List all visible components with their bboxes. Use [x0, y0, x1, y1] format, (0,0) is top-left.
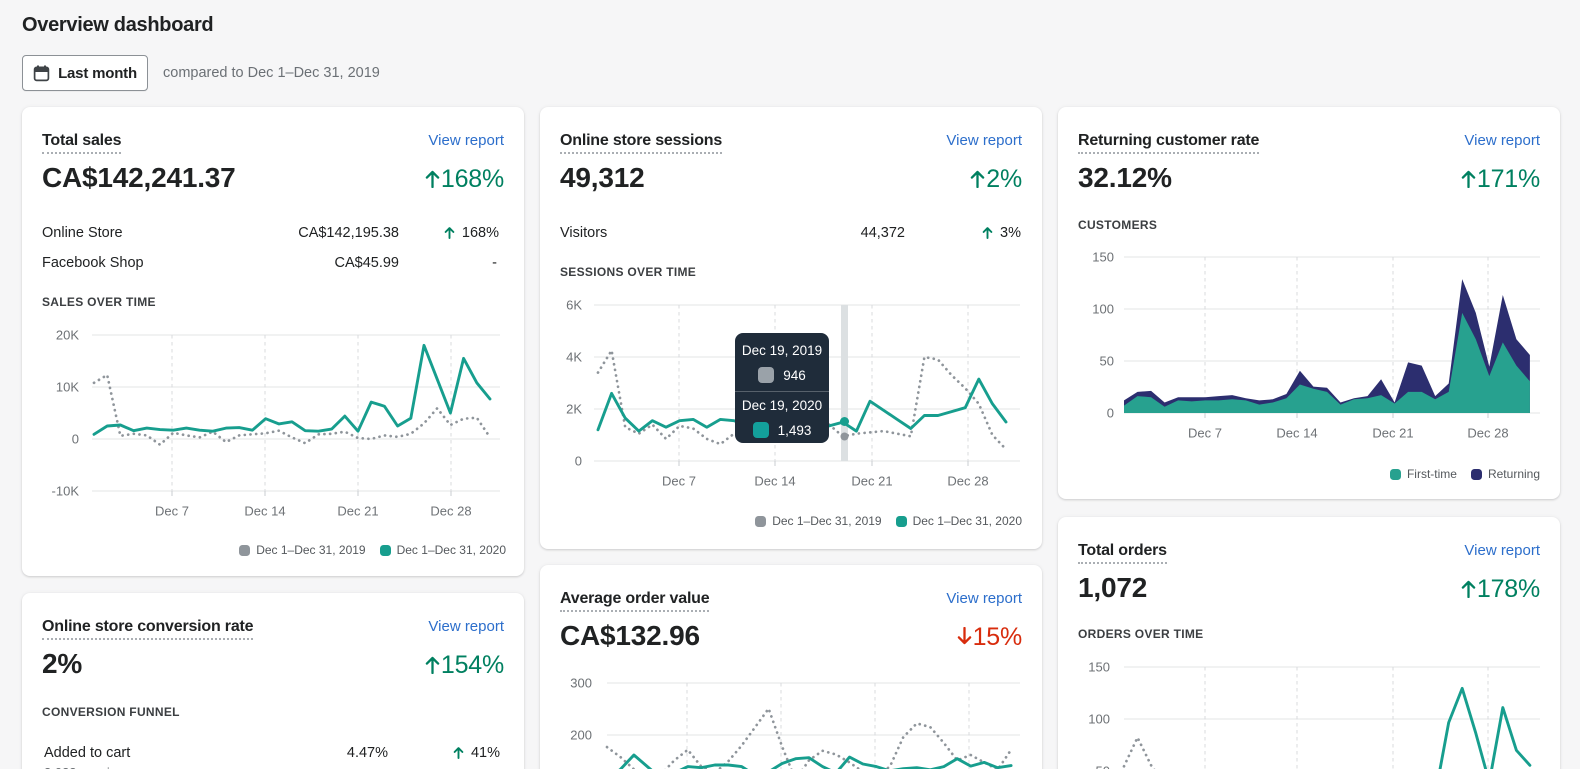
svg-text:Dec 21: Dec 21	[337, 504, 378, 519]
svg-text:Dec 21: Dec 21	[851, 474, 892, 489]
svg-text:0: 0	[1107, 406, 1114, 421]
svg-text:200: 200	[570, 728, 592, 743]
svg-text:Dec 28: Dec 28	[1467, 426, 1508, 441]
svg-text:150: 150	[1092, 250, 1114, 265]
svg-text:6K: 6K	[566, 298, 582, 313]
svg-text:-10K: -10K	[52, 484, 80, 499]
svg-text:4K: 4K	[566, 350, 582, 365]
svg-text:Dec 7: Dec 7	[155, 504, 189, 519]
svg-text:Dec 7: Dec 7	[662, 474, 696, 489]
svg-text:Dec 7: Dec 7	[1188, 426, 1222, 441]
svg-text:20K: 20K	[56, 328, 79, 343]
svg-text:Dec 14: Dec 14	[754, 474, 795, 489]
svg-text:100: 100	[1092, 302, 1114, 317]
svg-text:0: 0	[72, 432, 79, 447]
svg-text:Dec 14: Dec 14	[244, 504, 285, 519]
svg-text:300: 300	[570, 676, 592, 691]
svg-text:50: 50	[1100, 354, 1114, 369]
svg-text:Dec 14: Dec 14	[1276, 426, 1317, 441]
svg-text:Dec 28: Dec 28	[947, 474, 988, 489]
svg-text:Dec 28: Dec 28	[430, 504, 471, 519]
svg-text:Dec 21: Dec 21	[1372, 426, 1413, 441]
svg-text:2K: 2K	[566, 402, 582, 417]
svg-text:150: 150	[1088, 660, 1110, 675]
svg-text:50: 50	[1096, 764, 1110, 769]
svg-text:100: 100	[1088, 712, 1110, 727]
svg-text:10K: 10K	[56, 380, 79, 395]
svg-text:0: 0	[575, 454, 582, 469]
